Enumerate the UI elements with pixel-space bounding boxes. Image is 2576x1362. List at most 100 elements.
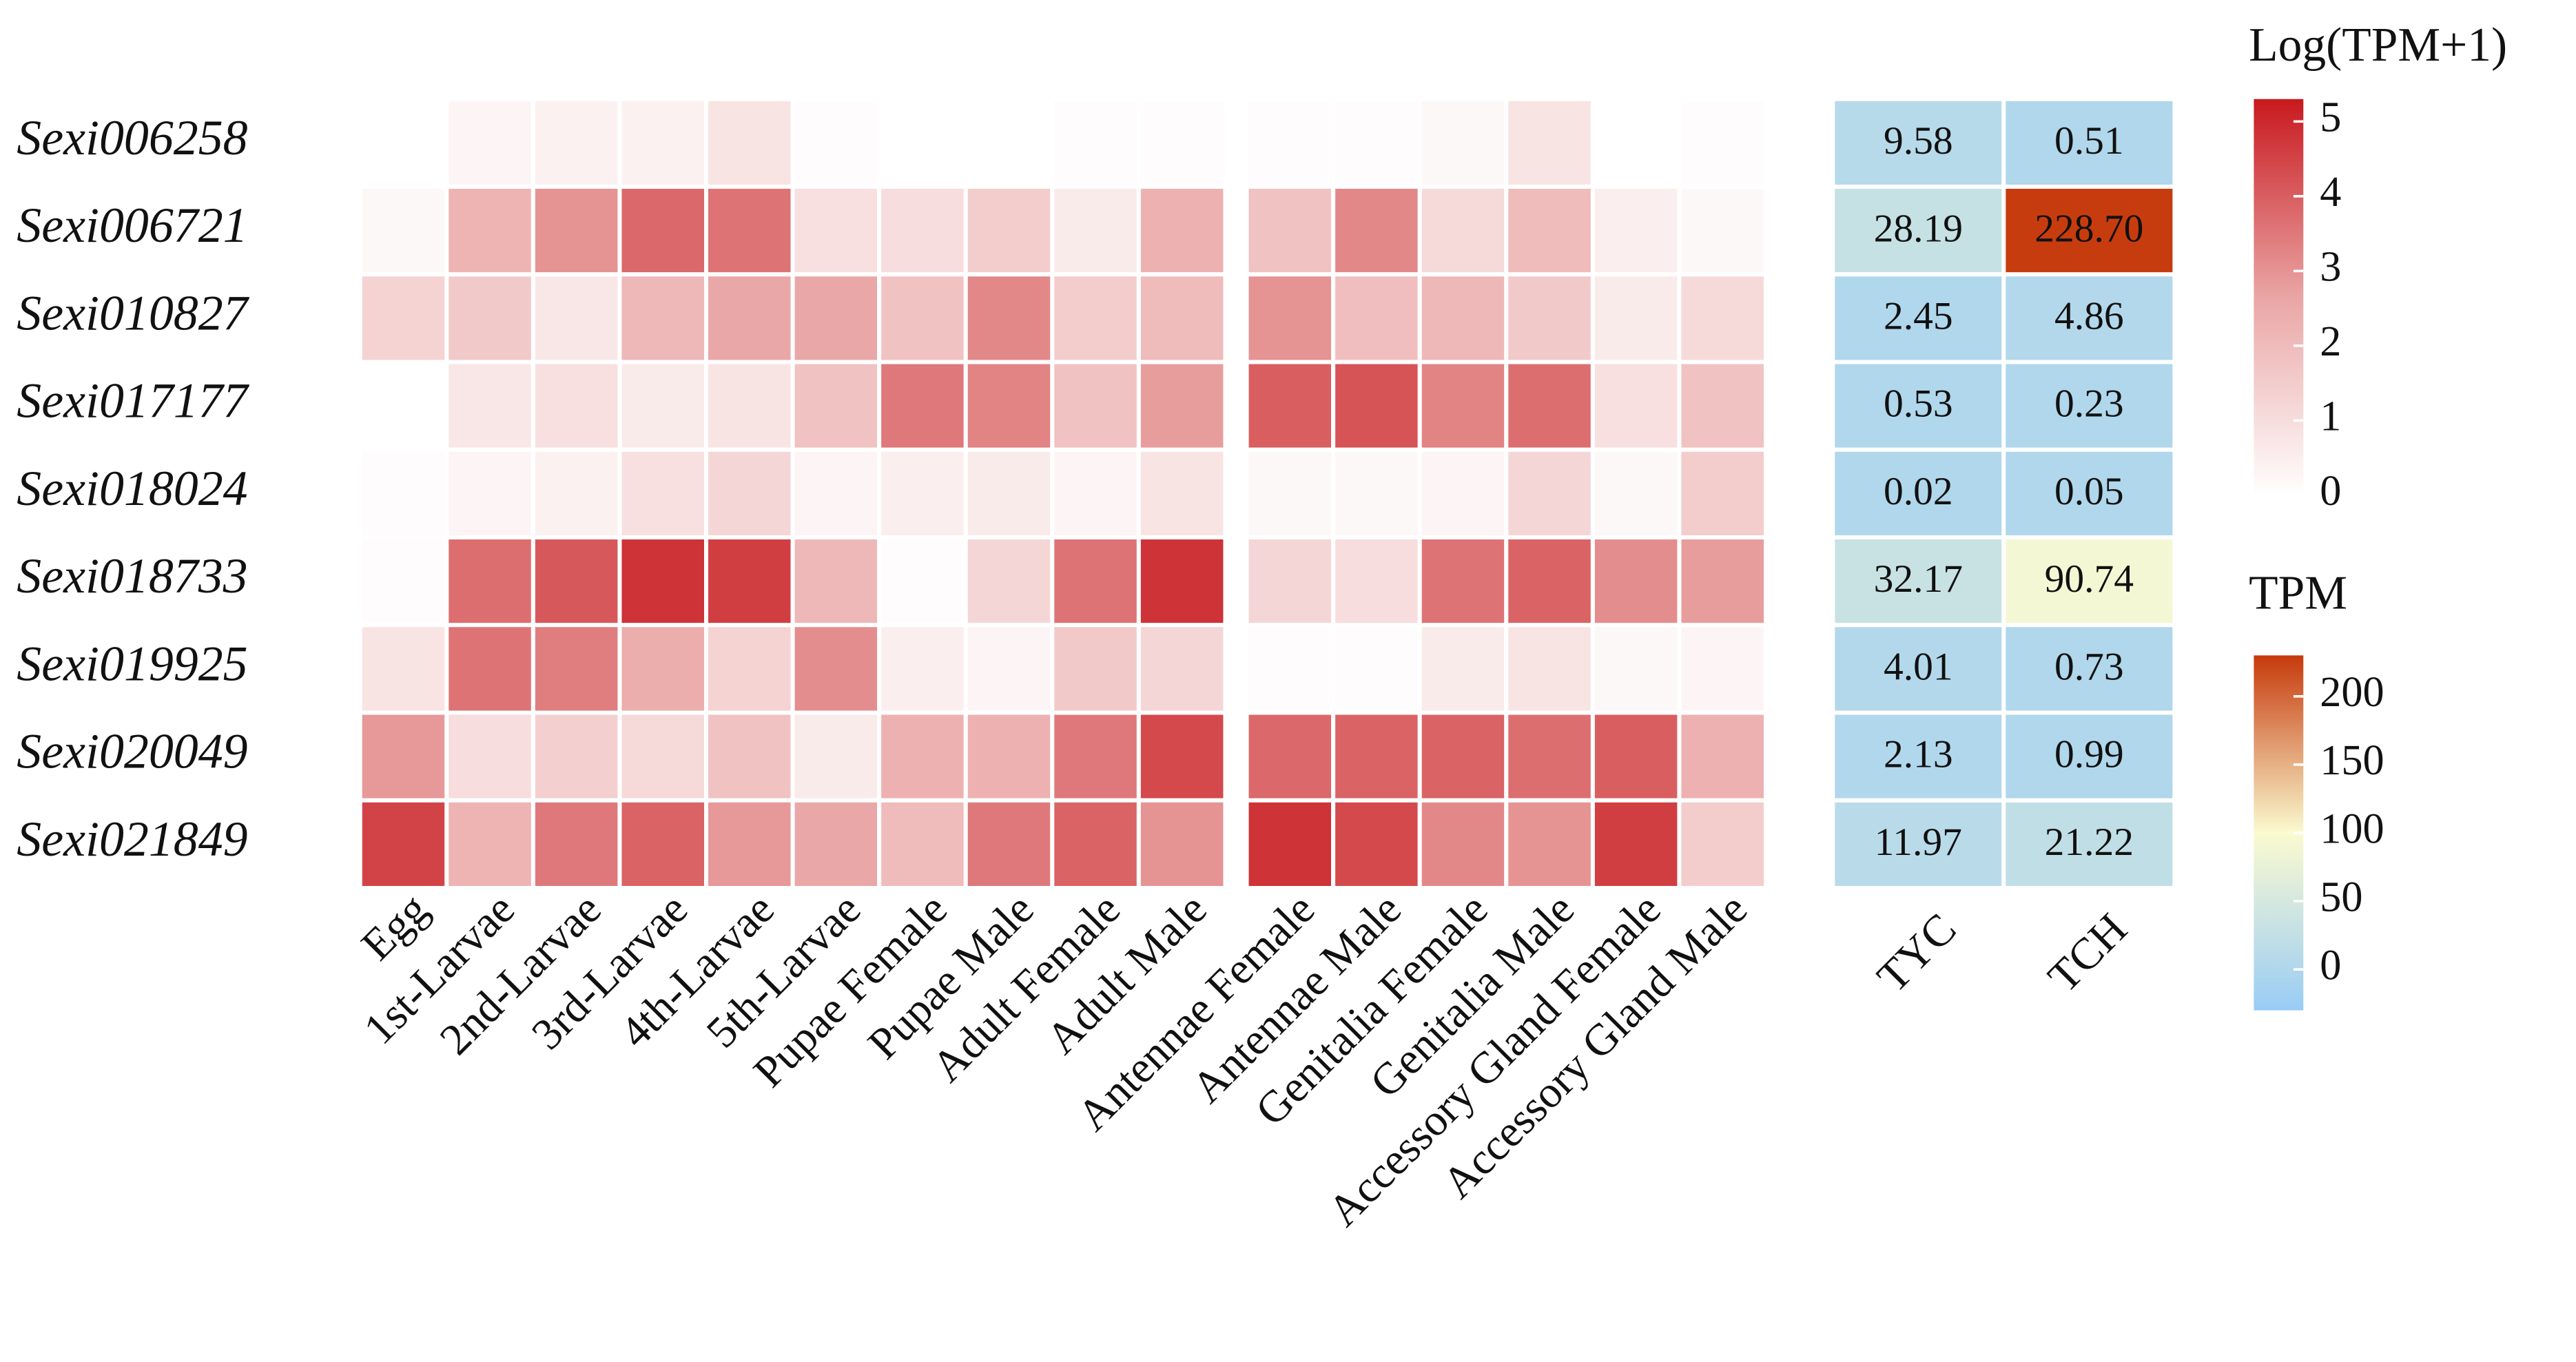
cell-label: 4.86 (2054, 294, 2124, 338)
heatmap-cell (1677, 96, 1769, 189)
heatmap-cell (358, 360, 449, 452)
colorbar-tick-label: 50 (2320, 873, 2362, 920)
row-label: Sexi010827 (17, 285, 249, 340)
column-label: TYC (1867, 903, 1965, 1001)
heatmap-cell (2001, 535, 2177, 628)
heatmap-cell (877, 185, 968, 277)
heatmap-cell (1050, 623, 1141, 715)
heatmap-cell (704, 447, 795, 540)
heatmap-cell (1331, 185, 1422, 277)
heatmap-cell (1590, 447, 1682, 540)
heatmap-cell (530, 535, 622, 628)
heatmap-cell (1331, 710, 1422, 803)
heatmap-cell (1331, 272, 1422, 364)
heatmap-cell (877, 272, 968, 364)
heatmap-cell (617, 710, 709, 803)
colorbar-tick-label: 1 (2320, 393, 2341, 440)
heatmap-cell (1590, 710, 1682, 803)
heatmap-cell (1331, 96, 1422, 189)
heatmap-cell (790, 272, 882, 364)
heatmap-cell (1050, 447, 1141, 540)
heatmap-cell (1504, 185, 1595, 277)
heatmap-cell (790, 360, 882, 452)
heatmap-cell (1417, 360, 1509, 452)
heatmap-cell (444, 535, 535, 628)
column-label: TCH (2038, 903, 2136, 1001)
heatmap-cell (704, 535, 795, 628)
heatmap-cell (963, 710, 1055, 803)
heatmap-cell (444, 623, 535, 715)
heatmap-cell (1136, 798, 1228, 890)
heatmap-cell (1504, 535, 1595, 628)
heatmap-cell (963, 360, 1055, 452)
heatmap-cell (530, 798, 622, 890)
heatmap-cell (1136, 272, 1228, 364)
heatmap-cell (1677, 798, 1769, 890)
cell-label: 0.73 (2054, 645, 2124, 688)
heatmap-cell (1136, 535, 1228, 628)
heatmap-cell (1504, 447, 1595, 540)
colorbar (2254, 99, 2304, 495)
heatmap-cell (358, 185, 449, 277)
heatmap-cell (1136, 185, 1228, 277)
heatmap-cell (2001, 272, 2177, 364)
heatmap-cell (1590, 623, 1682, 715)
heatmap-cell (1504, 96, 1595, 189)
heatmap-cell (1677, 272, 1769, 364)
heatmap-cell (1244, 272, 1336, 364)
heatmap-cell (790, 623, 882, 715)
heatmap-cell (1677, 623, 1769, 715)
heatmap-cell (617, 185, 709, 277)
heatmap-cell (1050, 272, 1141, 364)
cell-label: 9.58 (1884, 119, 1953, 163)
cell-label: 2.13 (1884, 733, 1953, 776)
heatmap-cell (877, 623, 968, 715)
heatmap-cell (963, 96, 1055, 189)
heatmap-cell (1244, 798, 1336, 890)
heatmap-cell (1244, 96, 1336, 189)
colorbar-title: TPM (2249, 566, 2347, 619)
cell-label: 0.51 (2054, 119, 2124, 163)
heatmap-cell (1417, 447, 1509, 540)
heatmap-cell (1677, 710, 1769, 803)
heatmap-cell (1136, 96, 1228, 189)
cell-label: 0.53 (1884, 382, 1953, 426)
heatmap-cell (2001, 447, 2177, 540)
heatmap-cell (877, 798, 968, 890)
heatmap-cell (1831, 535, 2006, 628)
heatmap-cell (1831, 447, 2006, 540)
heatmap-cell (704, 185, 795, 277)
heatmap-cell (704, 360, 795, 452)
colorbar-tick-label: 0 (2320, 467, 2341, 515)
heatmap-cell (617, 535, 709, 628)
heatmap-cell (358, 710, 449, 803)
heatmap-cell (790, 798, 882, 890)
heatmap-cell (704, 710, 795, 803)
heatmap-cell (444, 710, 535, 803)
heatmap-cell (530, 623, 622, 715)
colorbar-tick-label: 2 (2320, 318, 2341, 365)
heatmap-cell (1136, 360, 1228, 452)
heatmap-cell (704, 96, 795, 189)
heatmap-cell (1831, 710, 2006, 803)
colorbar-tick-label: 3 (2320, 243, 2341, 291)
heatmap-cell (963, 447, 1055, 540)
heatmap-cell (877, 360, 968, 452)
heatmap-cell (2001, 96, 2177, 189)
heatmap-cell (530, 447, 622, 540)
heatmap-cell (1244, 535, 1336, 628)
heatmap-cell (530, 96, 622, 189)
heatmap-cell (1590, 360, 1682, 452)
heatmap-cell (1050, 185, 1141, 277)
heatmap-cell (1050, 96, 1141, 189)
heatmap-cell (963, 185, 1055, 277)
row-label: Sexi021849 (17, 812, 247, 867)
heatmap-cell (1677, 185, 1769, 277)
heatmap-cell (358, 96, 449, 189)
heatmap-cell (1244, 447, 1336, 540)
heatmap-cell (1504, 798, 1595, 890)
cell-label: 32.17 (1874, 557, 1963, 601)
heatmap-cell (1050, 798, 1141, 890)
heatmap-cell (1331, 623, 1422, 715)
cell-label: 4.01 (1884, 645, 1953, 688)
